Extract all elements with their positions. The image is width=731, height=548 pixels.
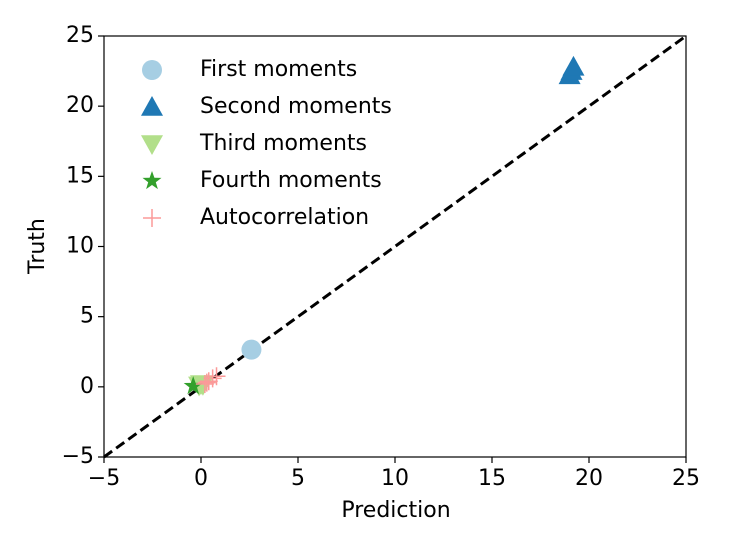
y-tick-label: 10 (66, 234, 94, 259)
y-tick-label: 20 (66, 93, 94, 118)
x-tick-label: 15 (478, 466, 506, 491)
x-tick-label: 10 (381, 466, 409, 491)
y-tick-label: 5 (80, 304, 94, 329)
point (207, 367, 226, 386)
legend-marker (141, 96, 163, 116)
x-tick-label: 0 (194, 466, 208, 491)
y-tick-label: 15 (66, 163, 94, 188)
legend-label: Third moments (199, 131, 367, 156)
point (562, 55, 585, 76)
legend-marker (143, 209, 161, 227)
y-tick-label: 0 (80, 374, 94, 399)
point (199, 372, 218, 391)
x-tick-label: 20 (575, 466, 603, 491)
legend-label: Second moments (200, 94, 392, 119)
legend-marker (142, 171, 162, 190)
identity-line (103, 34, 687, 459)
x-tick-label: −5 (88, 466, 120, 491)
legend-marker (141, 135, 163, 155)
y-axis-label: Truth (25, 218, 50, 275)
legend-label: First moments (200, 57, 357, 82)
legend-marker (142, 60, 162, 80)
point (183, 376, 203, 395)
y-tick-label: 25 (66, 23, 94, 48)
x-axis-label: Prediction (341, 498, 450, 523)
legend-label: Fourth moments (200, 168, 382, 193)
y-tick-label: −5 (62, 444, 94, 469)
x-tick-label: 25 (672, 466, 700, 491)
plot-frame (103, 35, 687, 458)
x-tick-label: 5 (291, 466, 305, 491)
point (203, 369, 222, 388)
legend-label: Autocorrelation (200, 205, 369, 230)
point (241, 339, 262, 360)
